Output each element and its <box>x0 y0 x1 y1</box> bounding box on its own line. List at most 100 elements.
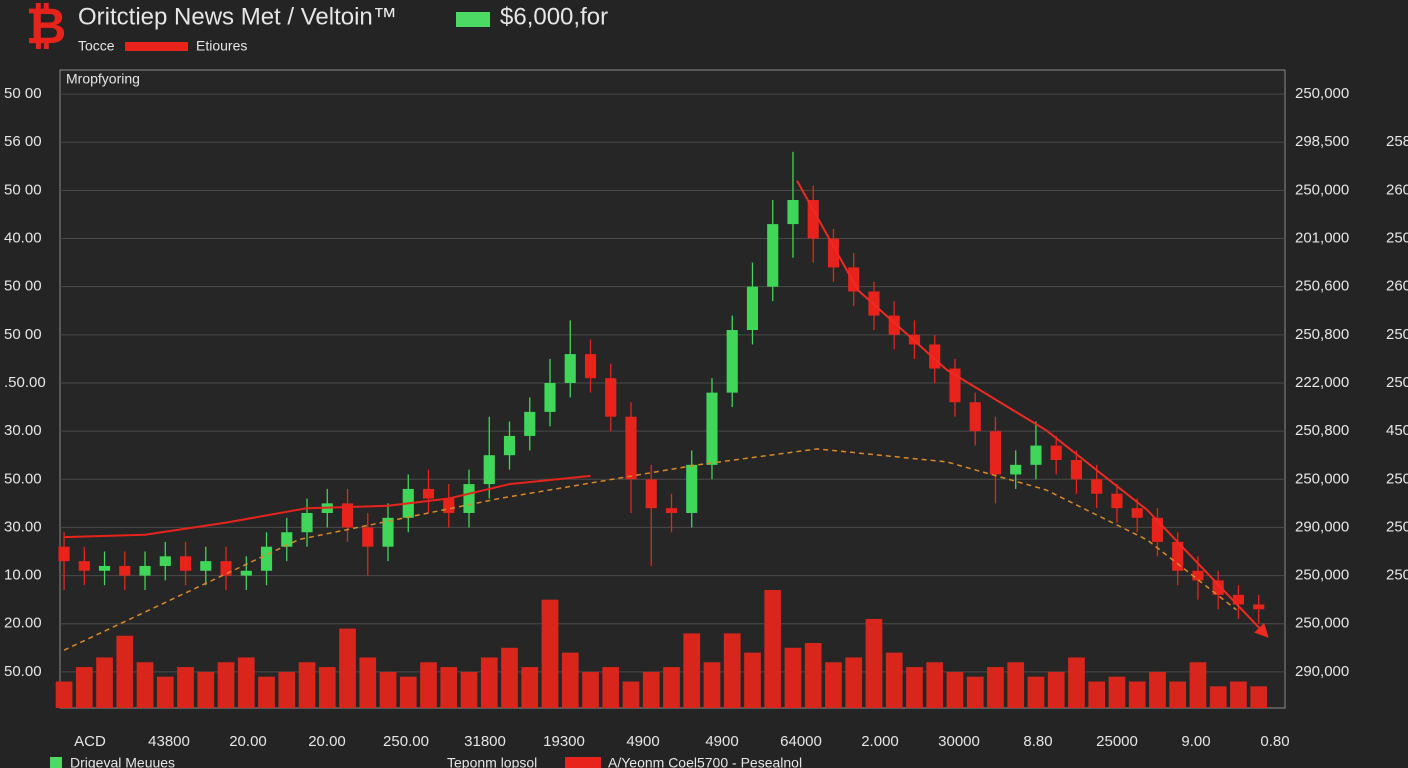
candle-body <box>564 354 576 383</box>
volume-bar <box>217 662 235 708</box>
volume-bar <box>926 662 944 708</box>
volume-bar <box>723 633 741 708</box>
candle-body <box>200 561 212 571</box>
volume-bar <box>440 667 458 708</box>
volume-bar <box>480 657 498 708</box>
volume-bar <box>1189 662 1207 708</box>
candle-body <box>726 330 738 393</box>
y-tick-label: 50 00 <box>4 278 42 295</box>
volume-bar <box>318 667 336 708</box>
volume-bar <box>622 681 640 708</box>
candle-body <box>382 517 394 547</box>
price-label: $6,000,for <box>500 3 608 30</box>
volume-bar <box>804 642 822 708</box>
volume-bar <box>602 667 620 708</box>
volume-bar <box>784 647 802 708</box>
candle-body <box>1050 445 1062 461</box>
volume-bar <box>501 647 518 708</box>
candle-body <box>1131 508 1143 518</box>
candle-body <box>969 402 981 432</box>
candle-body <box>301 512 313 533</box>
candle-body <box>807 200 819 239</box>
y-tick-label: 50.00 <box>4 663 42 680</box>
candle-body <box>1232 594 1244 605</box>
candle-body <box>119 565 131 576</box>
candle-body <box>848 267 860 292</box>
y2-tick-label: 298,500 <box>1295 133 1349 150</box>
volume-bar <box>1209 686 1227 708</box>
volume-bar <box>764 590 782 708</box>
x-tick-label: 20.00 <box>229 733 267 750</box>
volume-bar <box>278 671 296 708</box>
x-tick-label: ACD <box>74 733 106 750</box>
edge-label: 260 <box>1386 181 1408 198</box>
candle-body <box>159 556 171 566</box>
candle-body <box>503 435 516 456</box>
candle-body <box>706 392 718 465</box>
volume-bar <box>561 652 579 708</box>
candle-body <box>1091 479 1103 494</box>
x-tick-label: 8.80 <box>1023 733 1052 750</box>
y2-tick-label: 290,000 <box>1295 663 1349 680</box>
candle-body <box>1172 541 1184 571</box>
logo: ₿ <box>26 0 67 54</box>
legend-swatch <box>125 42 188 51</box>
candle-body <box>179 556 192 571</box>
volume-bar <box>987 667 1004 708</box>
volume-bar <box>379 671 397 708</box>
y-tick-label: 40.00 <box>4 229 42 246</box>
x-tick-label: 250.00 <box>383 733 429 750</box>
volume-bar <box>136 662 154 708</box>
edge-label: 250 <box>1386 326 1408 343</box>
y-tick-label: 30.00 <box>4 518 42 535</box>
candle-body <box>989 431 1002 475</box>
volume-bar <box>1088 681 1106 708</box>
candle-body <box>686 464 698 513</box>
edge-label: 450 <box>1386 422 1408 439</box>
y2-tick-label: 222,000 <box>1295 374 1349 391</box>
candle-body <box>1070 460 1083 480</box>
candle-body <box>605 378 617 417</box>
edge-label: 250 <box>1386 374 1408 391</box>
volume-bar <box>885 652 903 708</box>
legend-label: A/Yeonm Coel5700 - Pesealnol <box>608 755 802 768</box>
y2-tick-label: 250,800 <box>1295 422 1349 439</box>
candle-body <box>422 488 435 499</box>
candle-body <box>1111 493 1123 509</box>
x-tick-label: 2.000 <box>861 733 899 750</box>
candle-body <box>827 238 840 268</box>
x-tick-label: 31800 <box>464 733 506 750</box>
volume-bar <box>1027 676 1045 708</box>
volume-bar <box>420 662 437 708</box>
edge-label: 250 <box>1386 470 1408 487</box>
candle-body <box>584 354 597 379</box>
y2-tick-label: 201,000 <box>1295 229 1349 246</box>
candle-body <box>362 527 374 547</box>
legend-label: Drigeval Meuues <box>70 755 175 768</box>
y-tick-label: 56 00 <box>4 133 42 150</box>
candle-body <box>524 411 536 436</box>
candle-body <box>98 565 111 571</box>
volume-bar <box>1169 681 1187 708</box>
y-tick-label: .50.00 <box>4 374 46 391</box>
candle-body <box>260 546 273 571</box>
line <box>63 474 591 539</box>
volume-bar <box>1068 657 1085 708</box>
volume-bar <box>1230 681 1247 708</box>
candle-body <box>240 570 252 576</box>
x-tick-label: 64000 <box>780 733 822 750</box>
candle-body <box>341 503 354 528</box>
legend-label: Etioures <box>196 38 247 54</box>
x-tick-label: 4900 <box>626 733 659 750</box>
volume-bar <box>258 676 275 708</box>
candle-body <box>281 532 293 547</box>
volume-bar <box>339 628 356 708</box>
volume-bar <box>1047 671 1065 708</box>
volume-bar <box>865 618 883 708</box>
legend-label: Tocce <box>78 38 115 54</box>
volume-bar <box>55 681 73 708</box>
volume-bar <box>197 671 215 708</box>
candle-body <box>625 416 637 480</box>
volume-bar <box>906 667 923 708</box>
